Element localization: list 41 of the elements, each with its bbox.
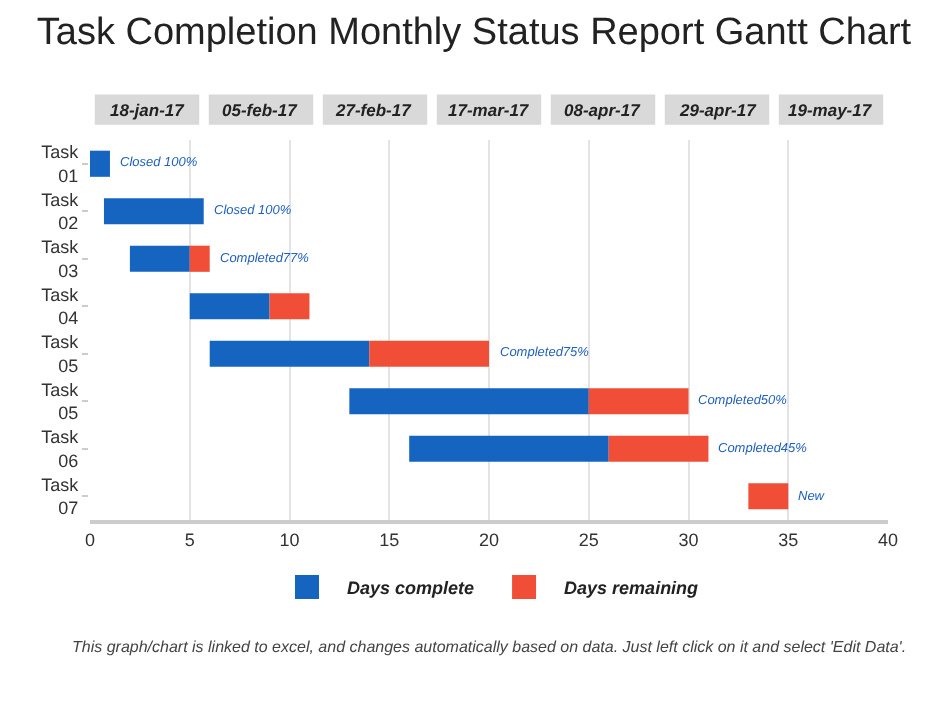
x-tick-label: 35	[778, 529, 799, 550]
x-tick-label: 10	[279, 529, 300, 550]
bar	[129, 245, 190, 272]
bar	[588, 388, 689, 415]
x-tick-label: 15	[379, 529, 400, 550]
bar	[369, 340, 489, 367]
x-tick-label: 30	[678, 529, 699, 550]
chart-title: Task Completion Monthly Status Report Gantt Chart	[36, 12, 913, 55]
y-tick-label: Task 04	[41, 284, 80, 329]
text: 27-feb-17	[334, 100, 414, 120]
bar	[209, 340, 370, 367]
bar	[409, 435, 609, 462]
x-tick-label: 0	[84, 529, 96, 550]
legend-label: Days remaining	[564, 578, 700, 599]
text: 05-feb-17	[222, 100, 300, 120]
legend-label: Days complete	[347, 578, 475, 599]
text: This graph/chart is linked to excel, and changes automatically based on data. Just left click on it and select 'Edit Data'.	[72, 638, 907, 656]
bar	[103, 198, 204, 225]
bar	[349, 388, 589, 415]
x-tick-label: 25	[578, 529, 599, 550]
y-tick-label: Task 01	[41, 142, 80, 186]
text: 29-apr-17	[678, 100, 759, 120]
x-tick-label: 20	[478, 529, 500, 550]
text: 08-apr-17	[564, 100, 643, 120]
text: 19-may-17	[788, 100, 874, 120]
y-tick-label: Task 07	[41, 474, 80, 519]
y-tick-label: Task 03	[41, 237, 80, 281]
y-tick-label: Task 06	[41, 427, 80, 471]
bar	[189, 293, 270, 320]
text: 17-mar-17	[448, 100, 531, 120]
x-tick-label: 5	[184, 529, 195, 550]
y-tick-label: Task 05	[41, 379, 80, 424]
bar	[189, 245, 210, 272]
bar	[90, 150, 110, 177]
bar	[608, 435, 709, 462]
bar	[269, 293, 310, 320]
y-tick-label: Task 05	[41, 332, 80, 376]
text: 18-jan-17	[110, 100, 187, 120]
x-tick-label: 40	[877, 529, 899, 550]
y-tick-label: Task 02	[41, 189, 80, 234]
bar	[748, 483, 789, 510]
